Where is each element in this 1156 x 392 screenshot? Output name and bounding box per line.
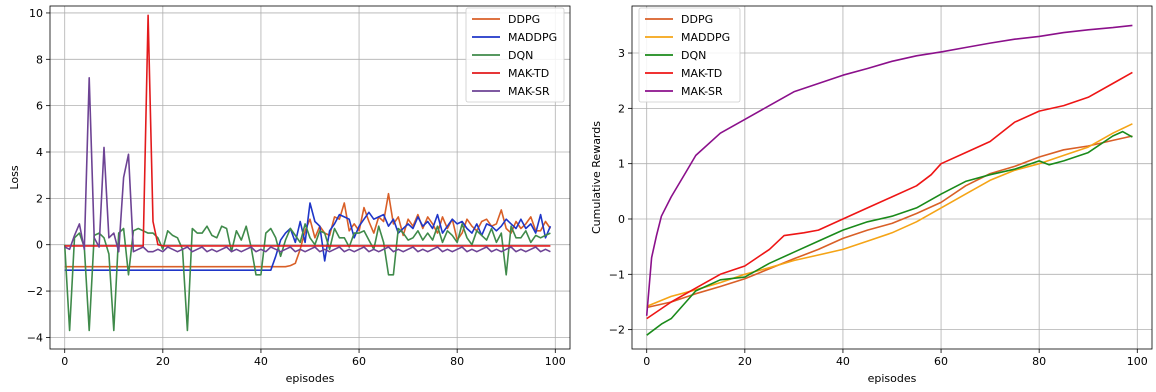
x-tick-label: 80 bbox=[450, 355, 464, 368]
legend-label: DDPG bbox=[681, 13, 713, 26]
y-tick-label: 3 bbox=[618, 47, 625, 60]
legend-label: MADDPG bbox=[681, 31, 730, 44]
legend-label: DQN bbox=[508, 49, 533, 62]
y-tick-label: 0 bbox=[36, 239, 43, 252]
series-line-dqn bbox=[646, 130, 1133, 336]
x-tick-label: 80 bbox=[1032, 355, 1046, 368]
y-tick-label: 0 bbox=[618, 213, 625, 226]
y-tick-label: −2 bbox=[609, 324, 625, 337]
y-tick-label: −1 bbox=[609, 268, 625, 281]
series-line-dqn bbox=[63, 223, 551, 332]
plot-frame bbox=[49, 5, 571, 350]
series-line-maddpg bbox=[64, 202, 552, 272]
cumulative-rewards-chart: 0 20 40 60 80 100 −2 −1 0 1 2 3 episodes Cumulative R… bbox=[590, 5, 1153, 385]
x-tick-label: 40 bbox=[836, 355, 850, 368]
y-tick-label: −2 bbox=[27, 285, 43, 298]
x-tick-label: 60 bbox=[934, 355, 948, 368]
x-axis-title: episodes bbox=[868, 372, 917, 385]
x-tick-label: 100 bbox=[1127, 355, 1148, 368]
legend-label: MAK-TD bbox=[508, 67, 549, 80]
plot-frame bbox=[631, 5, 1153, 350]
series-line-maddpg bbox=[646, 123, 1133, 308]
y-tick-label: 2 bbox=[618, 102, 625, 115]
x-tick-label: 60 bbox=[352, 355, 366, 368]
y-axis-title: Cumulative Rewards bbox=[590, 121, 603, 234]
legend-label: DQN bbox=[681, 49, 706, 62]
x-tick-label: 20 bbox=[156, 355, 170, 368]
y-tick-label: 6 bbox=[36, 100, 43, 113]
legend-box bbox=[638, 7, 741, 103]
legend-label: MAK-TD bbox=[681, 67, 722, 80]
x-tick-label: 100 bbox=[545, 355, 566, 368]
x-tick-label: 0 bbox=[643, 355, 650, 368]
y-tick-label: 10 bbox=[29, 7, 43, 20]
legend-label: DDPG bbox=[508, 13, 540, 26]
legend: DDPG MADDPG DQN MAK-TD MAK-SR bbox=[465, 7, 565, 103]
y-tick-label: −4 bbox=[27, 331, 43, 344]
x-tick-label: 0 bbox=[61, 355, 68, 368]
legend-label: MADDPG bbox=[508, 31, 557, 44]
x-tick-label: 40 bbox=[254, 355, 268, 368]
y-tick-label: 2 bbox=[36, 192, 43, 205]
y-tick-label: 4 bbox=[36, 146, 43, 159]
legend-label: MAK-SR bbox=[681, 85, 723, 98]
x-axis-title: episodes bbox=[286, 372, 335, 385]
y-tick-label: 8 bbox=[36, 53, 43, 66]
legend: DDPG MADDPG DQN MAK-TD MAK-SR bbox=[638, 7, 741, 103]
series-line-mak-td bbox=[646, 71, 1133, 320]
y-axis-title: Loss bbox=[8, 165, 21, 189]
series-line-ddpg bbox=[646, 135, 1133, 309]
y-tick-label: 1 bbox=[618, 158, 625, 171]
series-line-mak-sr bbox=[64, 77, 551, 253]
x-tick-label: 20 bbox=[738, 355, 752, 368]
legend-label: MAK-SR bbox=[508, 85, 550, 98]
series-line-mak-td bbox=[64, 14, 551, 247]
series-line-mak-sr bbox=[645, 24, 1133, 316]
legend-box bbox=[465, 7, 565, 103]
loss-chart: 0 20 40 60 80 100 −4 −2 0 2 4 6 8 10 episodes Loss DDPG M… bbox=[8, 5, 571, 385]
